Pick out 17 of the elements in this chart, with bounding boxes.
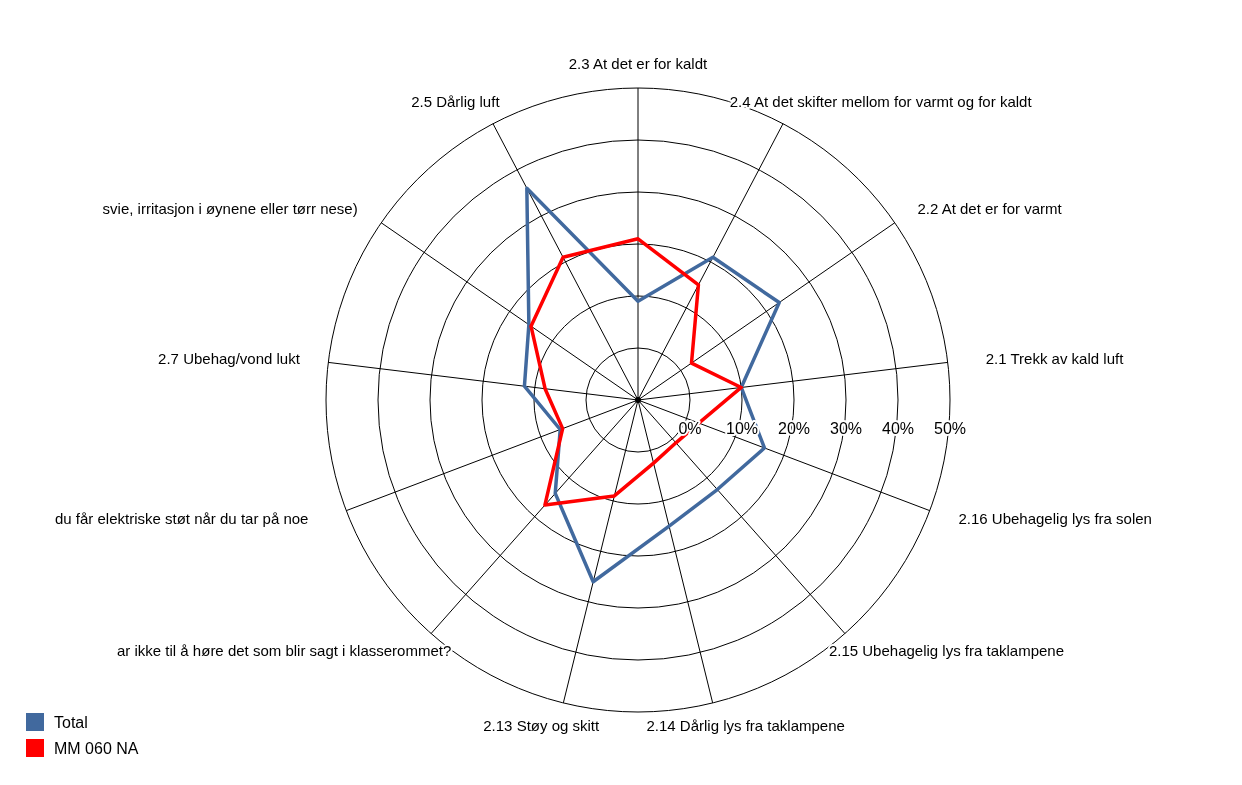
spoke-label: du får elektriske støt når du tar på noe [54,510,309,528]
spoke-label: 2.16 Ubehagelig lys fra solen [958,510,1152,528]
spoke-label: 2.1 Trekk av kald luft [985,350,1125,368]
spoke-label: svie, irritasjon i øynene eller tørr nese) [102,200,358,218]
legend-label: MM 060 NA [54,740,139,757]
spoke-label: 2.14 Dårlig lys fra taklampene [646,717,845,735]
spoke-label: 2.15 Ubehagelig lys fra taklampene [828,642,1065,660]
y-tick-label: 20% [777,420,811,437]
spoke-label: 2.4 At det skifter mellom for varmt og for kaldt [729,93,1033,111]
spoke-label: ar ikke til å høre det som blir sagt i klasserommet? [117,642,452,660]
y-tick-label: 40% [881,420,915,437]
spoke-label: 2.7 Ubehag/vond lukt [158,350,301,368]
spoke-label: 2.13 Støy og skitt [483,717,600,735]
spoke-label: 2.3 At det er for kaldt [568,55,709,72]
spoke-label: 2.5 Dårlig luft [411,93,501,111]
spoke-label: 2.2 At det er for varmt [917,200,1063,218]
legend-label: Total [54,714,88,731]
